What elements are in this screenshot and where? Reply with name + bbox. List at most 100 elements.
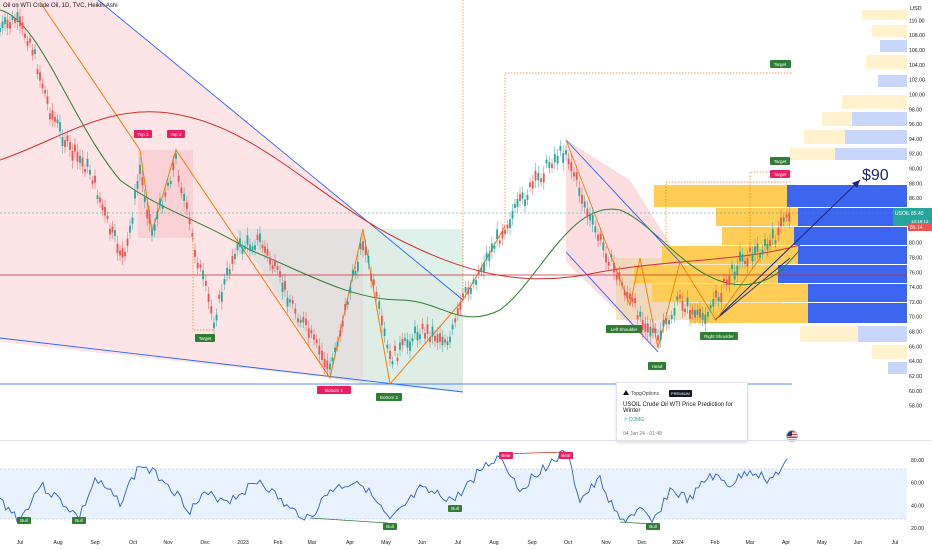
time-tick-label: May bbox=[817, 540, 827, 546]
candle-body bbox=[780, 217, 782, 227]
candle-body bbox=[509, 219, 511, 228]
candle-body bbox=[239, 238, 241, 248]
rsi-divergence-1 bbox=[309, 517, 389, 524]
time-axis[interactable]: Jul Aug Sep Oct Nov Dec 2023 Feb Mar Apr May Jun Jul… bbox=[17, 540, 899, 546]
candle-body bbox=[241, 247, 244, 254]
idea-title[interactable]: USOIL Crude Oil WTI Price Prediction for… bbox=[623, 402, 733, 414]
candle-body bbox=[276, 266, 279, 270]
candle-body bbox=[231, 256, 234, 264]
rsi-panel[interactable]: Bull Bull Bull Bull Bull Bear Bear 80.00… bbox=[0, 440, 932, 550]
candle-body bbox=[279, 271, 281, 278]
svg-text:Bottom 1: Bottom 1 bbox=[325, 388, 344, 393]
candle-body bbox=[599, 233, 602, 240]
candle-body bbox=[381, 315, 383, 326]
candle-body bbox=[307, 328, 310, 338]
candle-body bbox=[491, 243, 493, 252]
time-tick-label: Sep bbox=[527, 540, 536, 546]
svg-text:Bull: Bull bbox=[451, 506, 459, 511]
time-tick-label: Dec bbox=[200, 540, 210, 546]
candle-body bbox=[723, 278, 725, 283]
candle-body bbox=[751, 253, 754, 262]
price-axis[interactable]: USD 110.00 108.00 106.00 104.00 102.00 100.00… bbox=[909, 6, 925, 410]
candle-body bbox=[514, 203, 516, 208]
candle-body bbox=[424, 333, 426, 339]
candle-body bbox=[449, 336, 451, 343]
time-tick-label: Dec bbox=[637, 540, 647, 546]
idea-symbol[interactable]: ↗ COMG bbox=[623, 417, 645, 423]
candle-body bbox=[731, 264, 733, 270]
candle-body bbox=[256, 234, 259, 241]
candle-body bbox=[411, 338, 414, 342]
candle-body bbox=[439, 333, 441, 342]
time-tick-label: Jun bbox=[418, 540, 426, 546]
candle-body bbox=[234, 253, 236, 260]
candle-body bbox=[339, 330, 342, 337]
candle-body bbox=[670, 315, 673, 319]
us-flag-icon[interactable] bbox=[786, 430, 798, 442]
time-tick-label: Jul bbox=[892, 540, 899, 546]
candle-body bbox=[175, 153, 177, 159]
time-tick-label: Jul bbox=[17, 540, 24, 546]
candle-body bbox=[771, 229, 774, 239]
svg-text:Left Shoulder: Left Shoulder bbox=[611, 327, 638, 332]
channel-upper-line bbox=[565, 139, 681, 263]
svg-text:85.14: 85.14 bbox=[910, 225, 923, 231]
candle-body bbox=[177, 175, 180, 182]
candle-body bbox=[746, 258, 749, 267]
candle-body bbox=[715, 290, 717, 298]
time-tick-label: Feb bbox=[711, 540, 720, 546]
target-projection-left bbox=[192, 238, 214, 331]
candle-body bbox=[686, 297, 689, 307]
candle-body bbox=[681, 301, 684, 311]
candle-body bbox=[511, 210, 514, 219]
candle-body bbox=[436, 334, 439, 343]
time-tick-label: Apr bbox=[346, 540, 354, 546]
candle-body bbox=[378, 301, 381, 309]
candle-body bbox=[215, 314, 218, 321]
candle-body bbox=[169, 180, 172, 184]
candle-body bbox=[406, 339, 409, 348]
rsi-axis[interactable]: 80.00 60.00 40.00 20.00 bbox=[911, 458, 924, 532]
candle-body bbox=[498, 240, 501, 244]
candle-body bbox=[717, 297, 720, 302]
candle-body bbox=[346, 301, 349, 305]
rsi-tick-label: 20.00 bbox=[911, 526, 924, 532]
candle-body bbox=[196, 262, 199, 269]
label-target-red: Target bbox=[770, 170, 790, 178]
chart-header-title[interactable]: Oil on WTI Crude Oil, 1D, TVC, Heikin As… bbox=[3, 3, 118, 9]
idea-card[interactable]: TopgOptions PREMIUM USOIL Crude Oil WTI … bbox=[616, 382, 748, 442]
candle-body bbox=[321, 350, 323, 360]
rsi-bull-label-1: Bull bbox=[17, 517, 31, 524]
candle-body bbox=[315, 339, 318, 344]
candle-body bbox=[744, 260, 746, 264]
candle-body bbox=[426, 324, 429, 334]
candle-body bbox=[86, 158, 89, 167]
candle-body bbox=[66, 135, 69, 142]
price-chart[interactable]: Top 1 Top 2 Target Bottom 1 Bottom 2 Tar… bbox=[0, 0, 932, 440]
candle-body bbox=[167, 182, 169, 186]
candle-body bbox=[386, 344, 389, 349]
time-tick-label: Jun bbox=[854, 540, 862, 546]
candle-body bbox=[109, 228, 111, 235]
candle-body bbox=[207, 293, 210, 302]
candle-body bbox=[226, 267, 228, 276]
candle-body bbox=[537, 172, 540, 181]
candle-body bbox=[11, 15, 14, 20]
candle-body bbox=[121, 248, 124, 258]
candle-body bbox=[777, 227, 780, 235]
candle-body bbox=[64, 140, 66, 147]
candle-body bbox=[6, 19, 9, 28]
rsi-bull-label-3: Bull bbox=[383, 523, 397, 530]
candle-body bbox=[631, 298, 634, 303]
candle-body bbox=[665, 318, 668, 325]
candle-body bbox=[46, 96, 49, 104]
candle-body bbox=[36, 69, 39, 74]
candle-body bbox=[421, 323, 424, 329]
candle-body bbox=[607, 262, 610, 266]
candle-body bbox=[764, 239, 766, 246]
candle-body bbox=[472, 279, 475, 284]
candle-body bbox=[326, 360, 329, 370]
time-tick-label: May bbox=[381, 540, 391, 546]
candle-body bbox=[16, 12, 19, 22]
